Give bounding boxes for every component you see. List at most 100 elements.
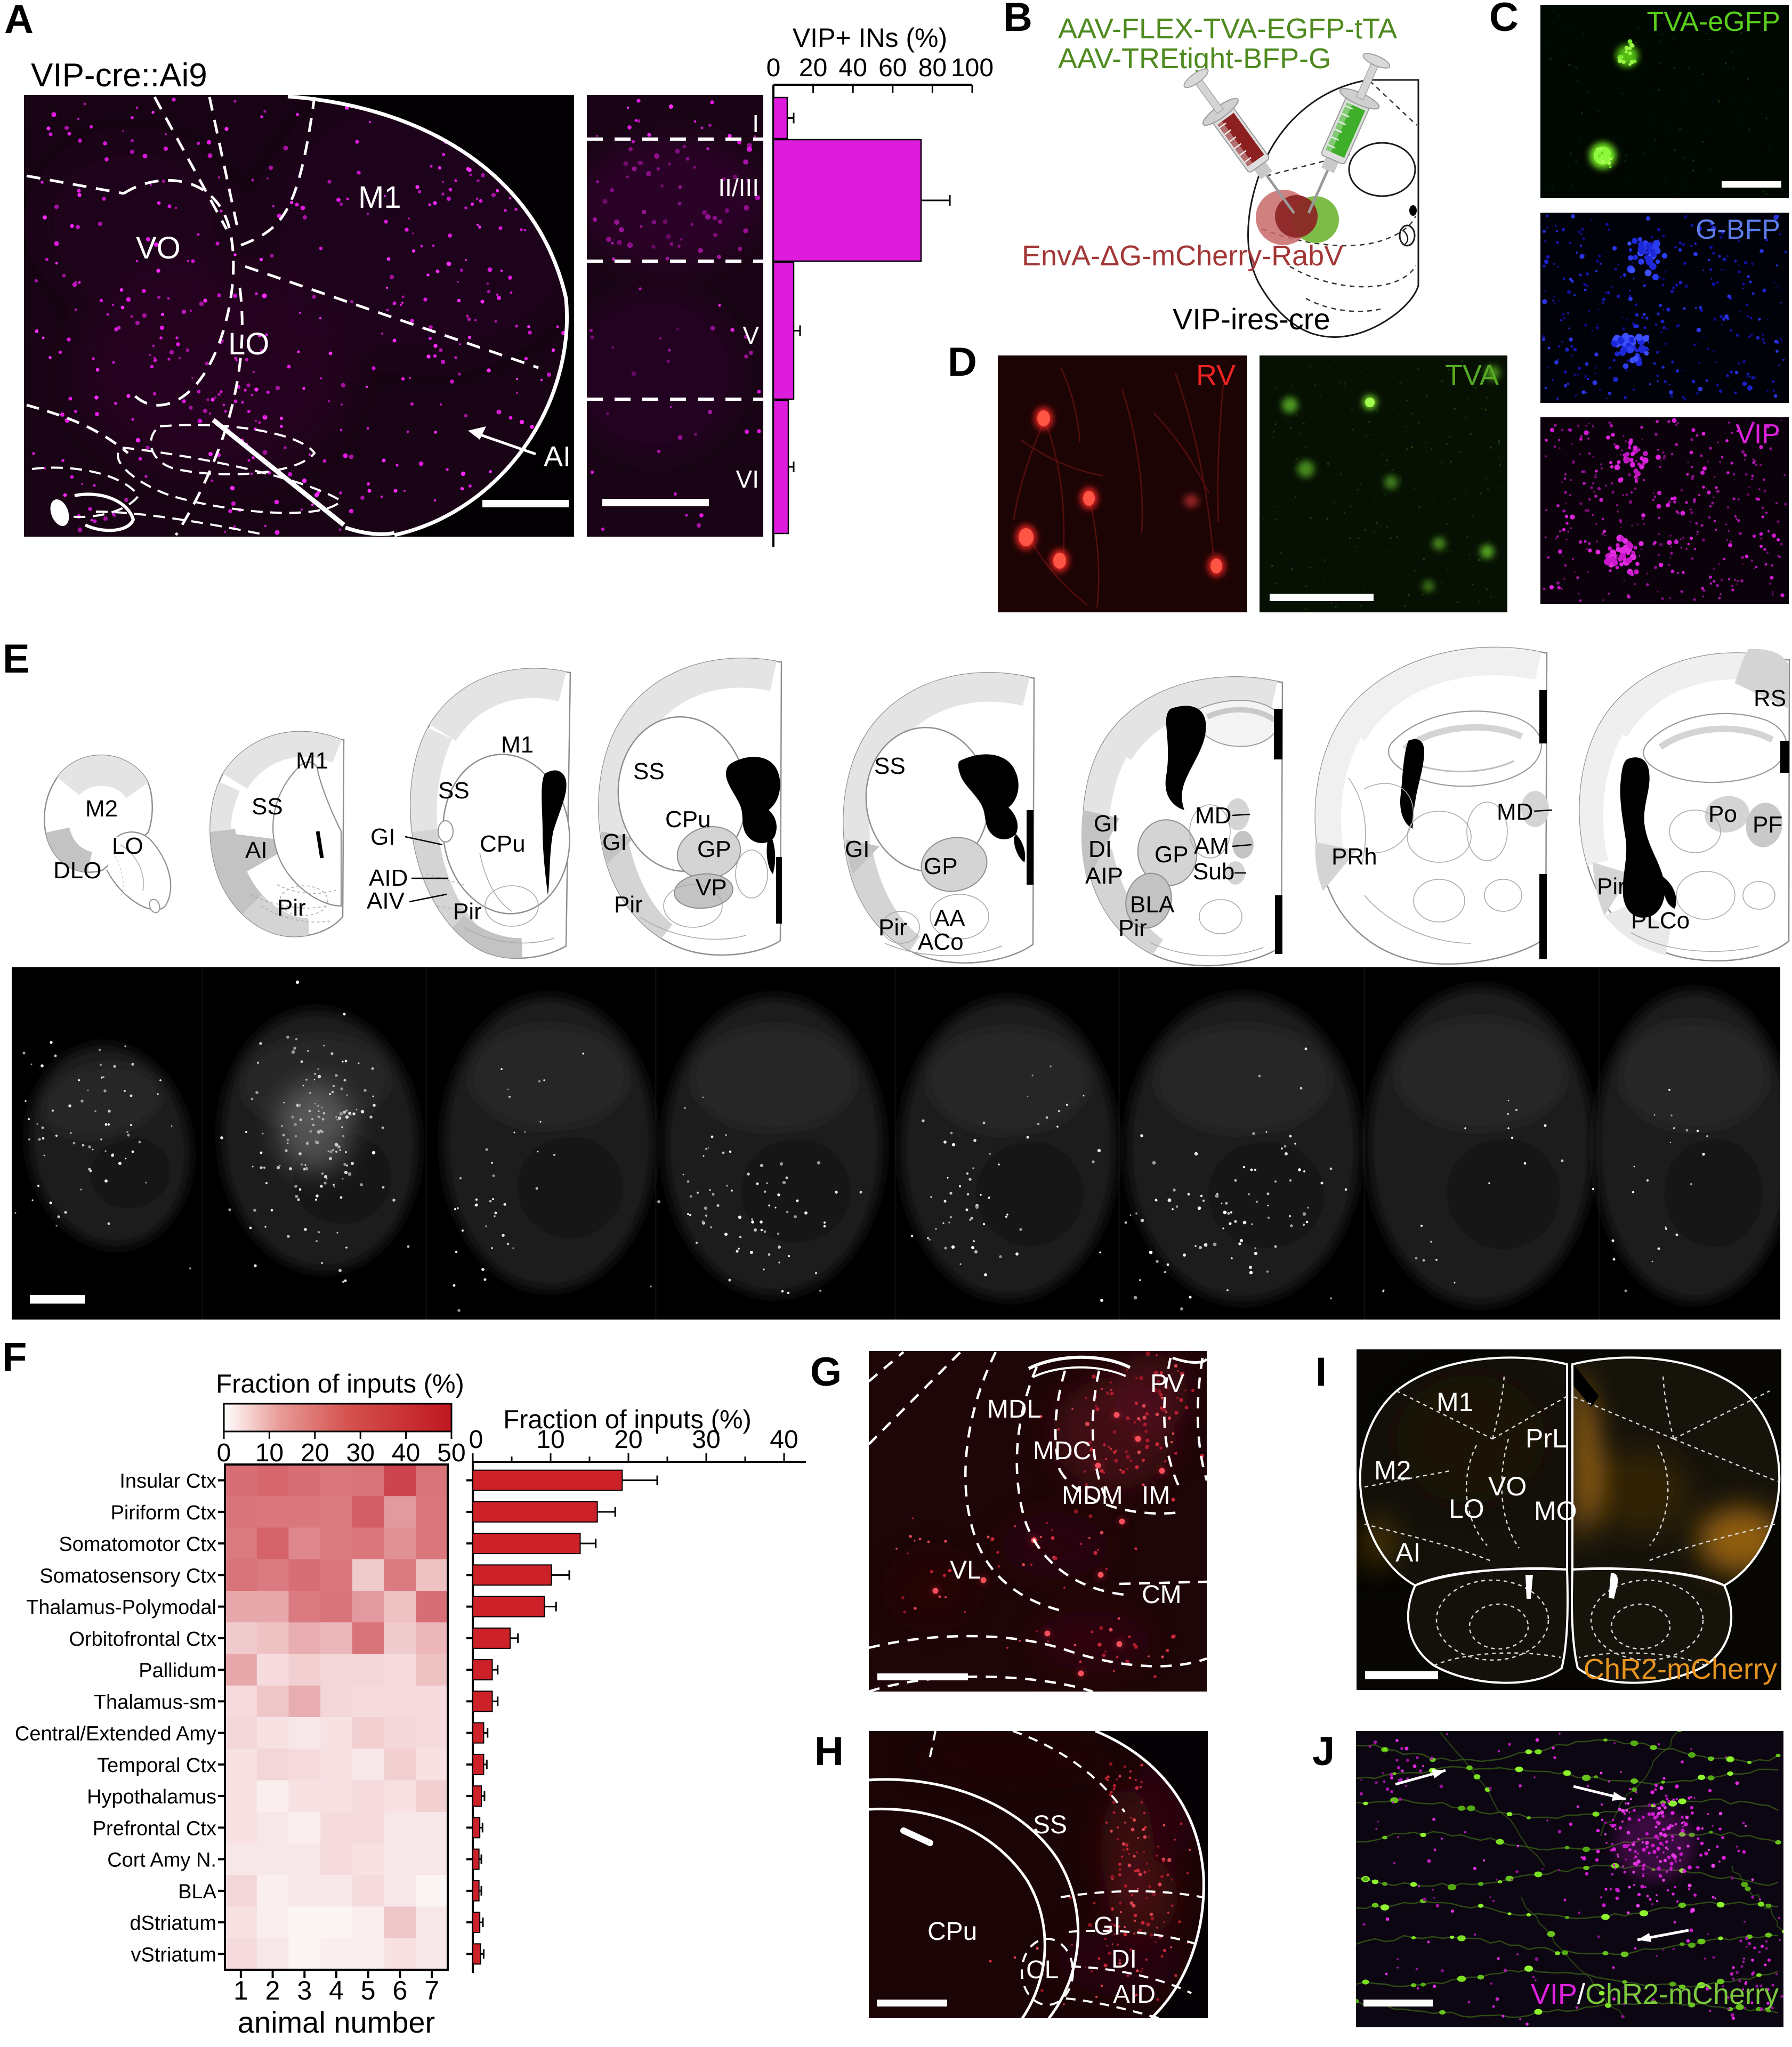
svg-text:50: 50 [437,1439,465,1467]
svg-text:Temporal Ctx: Temporal Ctx [97,1754,216,1777]
svg-text:BLA: BLA [178,1881,216,1903]
svg-text:GP: GP [697,836,731,862]
svg-text:100: 100 [951,54,994,82]
svg-text:3: 3 [297,1976,312,2005]
svg-text:M1: M1 [296,748,328,774]
svg-text:2: 2 [265,1976,280,2005]
svg-text:PrL: PrL [1525,1423,1567,1453]
svg-text:EnvA-ΔG-mCherry-RabV: EnvA-ΔG-mCherry-RabV [1022,240,1343,272]
svg-text:DI: DI [1088,836,1112,862]
svg-text:30: 30 [346,1439,375,1467]
svg-text:Piriform Ctx: Piriform Ctx [111,1502,216,1524]
svg-text:Pir: Pir [614,892,643,918]
svg-text:V: V [742,321,759,349]
svg-text:20: 20 [799,54,827,82]
svg-text:SS: SS [252,794,283,820]
svg-text:AM: AM [1194,833,1229,859]
svg-text:dStriatum: dStriatum [130,1912,216,1935]
svg-text:Central/Extended Amy: Central/Extended Amy [15,1723,216,1745]
svg-text:M1: M1 [1436,1387,1473,1417]
svg-text:0: 0 [469,1426,483,1454]
svg-text:E: E [3,636,30,682]
svg-text:Pir: Pir [1118,915,1147,941]
svg-text:C: C [1489,0,1519,40]
svg-text:Pir: Pir [878,915,907,941]
svg-text:PRh: PRh [1331,844,1377,870]
svg-text:AAV-FLEX-TVA-EGFP-tTA: AAV-FLEX-TVA-EGFP-tTA [1058,13,1397,45]
svg-text:5: 5 [361,1976,376,2005]
svg-text:vStriatum: vStriatum [131,1944,216,1966]
svg-text:VI: VI [736,465,759,493]
svg-text:VP: VP [696,875,727,901]
svg-text:1: 1 [233,1976,248,2005]
svg-text:Prefrontal Ctx: Prefrontal Ctx [93,1817,216,1840]
svg-text:80: 80 [918,54,947,82]
svg-text:MDM: MDM [1062,1482,1123,1510]
svg-text:LO: LO [1449,1494,1484,1524]
svg-text:10: 10 [536,1426,564,1454]
svg-text:CL: CL [1026,1956,1059,1984]
svg-text:60: 60 [878,54,907,82]
svg-text:RV: RV [1196,359,1236,391]
svg-text:AAV-TREtight-BFP-G: AAV-TREtight-BFP-G [1058,43,1331,75]
svg-text:GI: GI [845,836,869,862]
svg-text:AIV: AIV [367,888,405,914]
svg-text:Somatosensory Ctx: Somatosensory Ctx [39,1565,216,1587]
svg-text:G-BFP: G-BFP [1696,214,1780,245]
svg-text:Somatomotor Ctx: Somatomotor Ctx [59,1533,216,1556]
svg-text:CPu: CPu [927,1917,977,1946]
svg-text:Thalamus-Polymodal: Thalamus-Polymodal [26,1597,216,1619]
svg-text:H: H [814,1729,844,1774]
svg-text:M2: M2 [1374,1455,1411,1485]
svg-text:40: 40 [770,1426,798,1454]
svg-text:0: 0 [217,1439,231,1467]
svg-text:AA: AA [934,905,965,932]
svg-text:VIP/ChR2-mCherry: VIP/ChR2-mCherry [1531,1978,1779,2010]
svg-text:GP: GP [924,853,958,879]
svg-text:CPu: CPu [665,806,711,832]
svg-text:IM: IM [1142,1482,1170,1510]
svg-text:J: J [1312,1729,1335,1774]
svg-text:SS: SS [438,778,470,804]
svg-text:VIP-ires-cre: VIP-ires-cre [1173,302,1330,336]
svg-text:TVA: TVA [1445,359,1499,391]
svg-text:40: 40 [392,1439,420,1467]
svg-text:SS: SS [874,753,906,779]
svg-text:AI: AI [245,837,268,863]
svg-text:DLO: DLO [53,857,101,884]
svg-text:ACo: ACo [918,929,964,955]
svg-text:MDL: MDL [987,1395,1041,1423]
svg-text:D: D [948,339,977,385]
svg-text:VIP+ INs (%): VIP+ INs (%) [793,23,947,53]
svg-text:PV: PV [1150,1370,1184,1398]
svg-text:Pir: Pir [453,899,482,925]
svg-text:M1: M1 [501,732,534,758]
svg-text:GI: GI [602,829,627,855]
svg-text:SS: SS [1033,1811,1067,1839]
svg-text:GI: GI [1094,1912,1121,1940]
svg-text:MO: MO [1534,1496,1577,1526]
svg-text:Pir: Pir [277,895,306,921]
svg-text:Pallidum: Pallidum [139,1660,216,1682]
svg-text:Sub: Sub [1193,859,1234,885]
svg-text:MD: MD [1195,803,1231,829]
svg-text:Fraction of inputs (%): Fraction of inputs (%) [503,1405,752,1434]
svg-text:GP: GP [1155,842,1189,868]
svg-text:Pir: Pir [1597,873,1626,900]
svg-text:M1: M1 [358,180,401,215]
svg-text:0: 0 [766,54,781,82]
svg-text:G: G [810,1349,842,1395]
svg-text:CM: CM [1142,1581,1182,1609]
svg-text:6: 6 [393,1976,408,2005]
svg-text:BLA: BLA [1130,892,1175,918]
svg-text:F: F [2,1334,27,1380]
svg-text:Cort Amy N.: Cort Amy N. [107,1849,216,1872]
svg-text:SS: SS [633,758,665,784]
svg-text:7: 7 [424,1976,439,2005]
svg-text:10: 10 [255,1439,284,1467]
svg-text:M2: M2 [85,796,118,822]
svg-text:ChR2-mCherry: ChR2-mCherry [1584,1653,1777,1685]
svg-text:VIP-cre::Ai9: VIP-cre::Ai9 [31,57,207,94]
svg-text:MDC: MDC [1033,1437,1091,1465]
svg-text:RS: RS [1754,685,1786,711]
